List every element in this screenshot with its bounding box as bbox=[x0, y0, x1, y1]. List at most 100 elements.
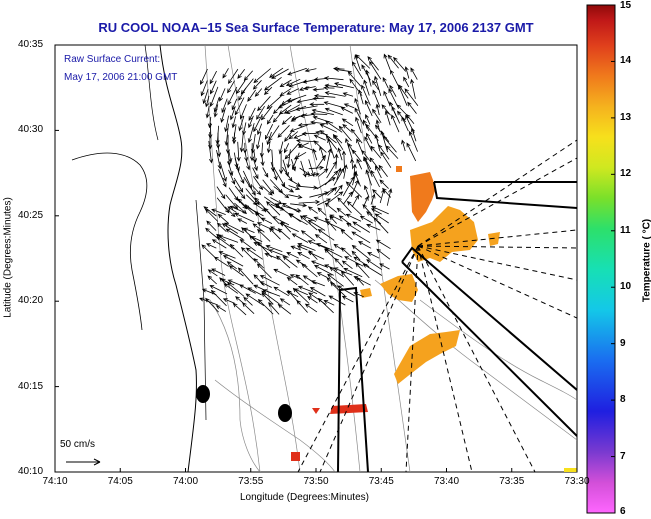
current-vector bbox=[329, 214, 343, 222]
current-vector bbox=[286, 252, 299, 259]
current-vector bbox=[307, 206, 318, 214]
current-vector bbox=[345, 137, 353, 160]
current-vector bbox=[313, 93, 336, 99]
current-vector bbox=[279, 79, 292, 88]
current-vector bbox=[327, 186, 338, 196]
current-vector bbox=[355, 116, 362, 134]
current-vector bbox=[370, 169, 380, 188]
y-tick-label: 40:10 bbox=[18, 466, 44, 477]
x-tick-label: 73:55 bbox=[238, 476, 264, 487]
current-vector bbox=[378, 164, 388, 178]
current-vector bbox=[259, 281, 272, 288]
current-vector bbox=[216, 141, 222, 158]
current-vector bbox=[317, 207, 327, 216]
current-vector bbox=[220, 107, 226, 123]
current-vector bbox=[323, 76, 344, 81]
current-vector bbox=[265, 124, 274, 140]
current-vector bbox=[271, 68, 289, 79]
figure-title: RU COOL NOAA–15 Sea Surface Temperature:… bbox=[98, 20, 534, 35]
current-vector bbox=[336, 285, 355, 297]
current-annotation-line2: May 17, 2006 21:00 GMT bbox=[64, 72, 178, 83]
current-vector bbox=[211, 208, 226, 215]
current-vector bbox=[382, 135, 397, 153]
current-vector bbox=[282, 255, 298, 268]
current-vector bbox=[272, 216, 290, 226]
current-vector bbox=[291, 233, 309, 243]
current-vector bbox=[257, 228, 271, 242]
current-vector bbox=[257, 123, 263, 136]
current-vector bbox=[220, 278, 235, 286]
current-vector bbox=[253, 274, 265, 286]
current-vector bbox=[347, 71, 362, 87]
current-vector bbox=[383, 90, 391, 106]
colorbar-tick-label: 13 bbox=[620, 111, 632, 123]
current-vector bbox=[351, 194, 359, 208]
current-vector bbox=[281, 202, 300, 213]
current-vector bbox=[341, 118, 354, 127]
current-vector bbox=[342, 124, 352, 132]
current-vector bbox=[329, 267, 345, 278]
current-vector bbox=[229, 205, 245, 213]
current-vector bbox=[264, 252, 280, 260]
colorbar-label: Temperature ( °C) bbox=[641, 218, 651, 303]
current-vector bbox=[342, 92, 354, 97]
current-vector bbox=[336, 207, 347, 216]
surface-current-vectors bbox=[199, 53, 419, 316]
current-vector bbox=[274, 203, 292, 216]
current-vector bbox=[256, 263, 272, 279]
x-tick-label: 74:05 bbox=[107, 476, 133, 487]
current-vector bbox=[221, 98, 228, 114]
current-vector bbox=[216, 186, 226, 200]
current-vector bbox=[295, 274, 309, 286]
current-vector bbox=[372, 189, 382, 199]
current-vector bbox=[365, 169, 372, 186]
current-vector bbox=[215, 305, 227, 312]
current-vector bbox=[284, 131, 292, 143]
current-vector bbox=[217, 213, 229, 224]
current-vector bbox=[288, 194, 303, 199]
current-vector bbox=[401, 139, 406, 152]
current-vector bbox=[224, 123, 229, 147]
current-vector bbox=[285, 78, 301, 86]
current-vector bbox=[216, 222, 227, 232]
current-vector bbox=[239, 132, 244, 153]
current-vector bbox=[366, 259, 383, 270]
scale-arrow bbox=[66, 458, 101, 466]
current-vector bbox=[277, 97, 298, 109]
current-vector bbox=[326, 277, 337, 287]
scale-label: 50 cm/s bbox=[60, 439, 96, 450]
current-vector bbox=[353, 276, 371, 286]
current-vector bbox=[325, 221, 345, 231]
current-vector bbox=[353, 256, 370, 268]
current-vector bbox=[252, 223, 265, 233]
current-vector bbox=[291, 113, 308, 120]
current-vector bbox=[237, 170, 245, 185]
current-vector bbox=[228, 169, 236, 185]
current-vector bbox=[310, 111, 328, 117]
current-vector bbox=[260, 217, 273, 224]
current-vector bbox=[253, 258, 265, 269]
current-vector bbox=[393, 56, 407, 72]
current-vector bbox=[227, 282, 245, 297]
current-vector bbox=[206, 220, 217, 231]
current-vector bbox=[210, 289, 227, 307]
current-vector bbox=[269, 67, 284, 78]
y-tick-label: 40:15 bbox=[18, 380, 44, 392]
current-vector bbox=[310, 280, 325, 287]
current-vector bbox=[244, 205, 264, 217]
current-vector bbox=[337, 197, 352, 214]
x-tick-label: 73:35 bbox=[499, 476, 525, 487]
current-vector bbox=[278, 104, 292, 115]
current-vector bbox=[268, 302, 280, 315]
colorbar-tick-label: 10 bbox=[620, 281, 632, 293]
current-vector bbox=[287, 67, 307, 76]
current-vector bbox=[324, 91, 346, 97]
current-vector bbox=[218, 251, 236, 259]
current-vector bbox=[262, 167, 269, 178]
current-vector bbox=[315, 243, 334, 251]
current-vector bbox=[355, 262, 370, 279]
current-vector bbox=[270, 161, 278, 181]
current-vector bbox=[256, 105, 265, 120]
current-vector bbox=[291, 152, 300, 171]
current-vector bbox=[362, 204, 373, 216]
